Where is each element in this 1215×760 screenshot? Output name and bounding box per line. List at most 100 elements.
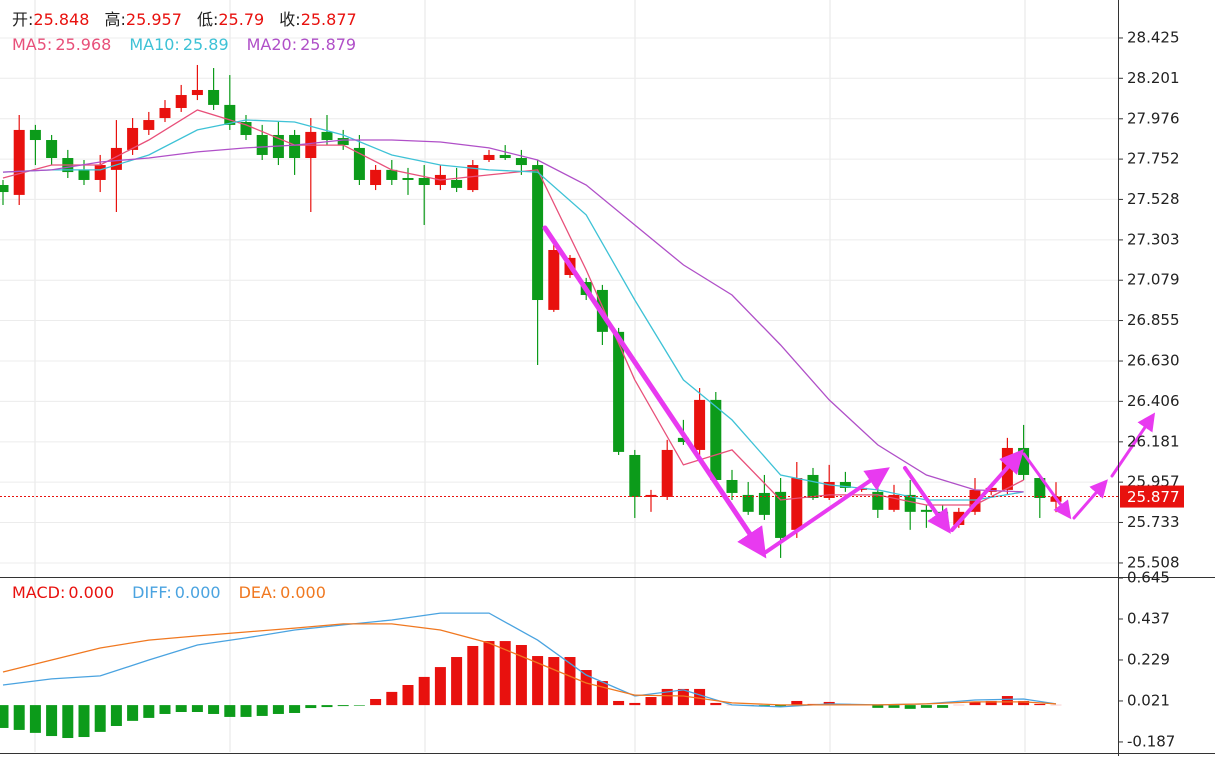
candle-body bbox=[500, 155, 511, 158]
vertical-grid bbox=[35, 0, 1025, 752]
candle-body bbox=[921, 510, 932, 512]
candle-body bbox=[386, 170, 397, 180]
macd-bar bbox=[127, 705, 138, 721]
legend-value: 25.879 bbox=[300, 35, 356, 54]
y-tick-label: 26.181 bbox=[1127, 432, 1180, 450]
legend-label: MACD: bbox=[12, 583, 65, 602]
line bbox=[3, 120, 1024, 500]
value: 25.877 bbox=[301, 10, 357, 29]
candle-body bbox=[516, 158, 527, 165]
macd-bar bbox=[273, 705, 284, 714]
line bbox=[3, 110, 1024, 505]
legend-value: 0.000 bbox=[175, 583, 221, 602]
macd-bar bbox=[889, 705, 900, 708]
macd-bar bbox=[937, 705, 948, 708]
y-tick-label: 26.855 bbox=[1127, 311, 1180, 329]
value: 25.848 bbox=[33, 10, 89, 29]
y-tick-label: 26.406 bbox=[1127, 392, 1180, 410]
macd-bar bbox=[322, 705, 333, 707]
candle-body bbox=[0, 185, 9, 192]
legend-value: 0.000 bbox=[68, 583, 114, 602]
y-tick-label: 0.437 bbox=[1127, 609, 1170, 627]
y-tick-label: 27.976 bbox=[1127, 109, 1180, 127]
macd-bar bbox=[208, 705, 219, 714]
macd-bar bbox=[354, 705, 365, 706]
candle-body bbox=[338, 138, 349, 145]
y-tick-label: 27.079 bbox=[1127, 271, 1180, 289]
macd-bar bbox=[435, 667, 446, 705]
macd-bar bbox=[79, 705, 90, 737]
legend-value: 25.968 bbox=[55, 35, 111, 54]
macd-bar bbox=[192, 705, 203, 712]
quote-header: 开:25.848 高:25.957 低:25.79 收:25.877 bbox=[12, 10, 357, 29]
y-tick-label: 25.733 bbox=[1127, 513, 1180, 531]
y-tick-label: 0.229 bbox=[1127, 650, 1170, 668]
macd-bar bbox=[176, 705, 187, 712]
candle-body bbox=[808, 475, 819, 498]
candle-body bbox=[403, 178, 414, 180]
macd-bar bbox=[257, 705, 268, 716]
macd-bar bbox=[694, 689, 705, 705]
candle-body bbox=[727, 480, 738, 493]
candle-body bbox=[143, 120, 154, 130]
macd-bar bbox=[305, 705, 316, 708]
candle-body bbox=[532, 165, 543, 300]
legend-label: MA10: bbox=[129, 35, 180, 54]
macd-bar bbox=[111, 705, 122, 726]
candle-body bbox=[646, 495, 657, 497]
candle-body bbox=[95, 165, 106, 180]
macd-bar bbox=[905, 705, 916, 709]
candle-body bbox=[791, 478, 802, 530]
macd-bar bbox=[143, 705, 154, 718]
candle-body bbox=[710, 400, 721, 480]
line bbox=[3, 140, 1024, 492]
candle-body bbox=[1018, 448, 1029, 475]
legend-value: 0.000 bbox=[280, 583, 326, 602]
candle-body bbox=[30, 130, 41, 140]
candle-body bbox=[743, 495, 754, 512]
candle-body bbox=[79, 170, 90, 180]
y-tick-label: 0.021 bbox=[1127, 691, 1170, 709]
macd-bar bbox=[565, 657, 576, 705]
y-tick-label: 26.630 bbox=[1127, 352, 1180, 370]
y-tick-label: 28.201 bbox=[1127, 69, 1180, 87]
candle-body bbox=[548, 250, 559, 310]
label: 收: bbox=[279, 10, 300, 29]
legend-label: DEA: bbox=[239, 583, 277, 602]
candle-body bbox=[46, 140, 57, 158]
candle-body bbox=[289, 135, 300, 158]
macd-bar bbox=[710, 703, 721, 705]
macd-bar bbox=[597, 681, 608, 705]
last-price-label: 25.877 bbox=[1127, 488, 1180, 506]
label: 开: bbox=[12, 10, 33, 29]
macd-bar bbox=[14, 705, 25, 730]
candle-body bbox=[257, 135, 268, 155]
candle-body bbox=[694, 400, 705, 450]
macd-bar bbox=[646, 697, 657, 705]
macd-bar bbox=[467, 646, 478, 705]
macd-bar bbox=[921, 705, 932, 708]
candle-body bbox=[613, 332, 624, 452]
label: 高: bbox=[104, 10, 125, 29]
macd-bar bbox=[419, 677, 430, 705]
value: 25.957 bbox=[126, 10, 182, 29]
y-tick-label: 0.645 bbox=[1127, 569, 1170, 587]
ma-legend: MA5:25.968 MA10:25.89 MA20:25.879 bbox=[12, 35, 356, 54]
macd-bar bbox=[548, 657, 559, 705]
candle-body bbox=[14, 130, 25, 195]
legend-label: MA5: bbox=[12, 35, 52, 54]
value: 25.79 bbox=[218, 10, 264, 29]
annotation-arrows bbox=[545, 228, 1150, 552]
candle-body bbox=[484, 155, 495, 160]
candle-body bbox=[451, 180, 462, 188]
macd-bar bbox=[629, 703, 640, 705]
macd-bar bbox=[451, 657, 462, 705]
legend-value: 25.89 bbox=[183, 35, 229, 54]
plot-area bbox=[0, 38, 1118, 738]
y-tick-label: 28.425 bbox=[1127, 28, 1180, 46]
y-axis: 28.42528.20127.97627.75227.52827.30327.0… bbox=[1118, 28, 1184, 750]
legend-label: MA20: bbox=[247, 35, 298, 54]
macd-bar bbox=[403, 685, 414, 705]
